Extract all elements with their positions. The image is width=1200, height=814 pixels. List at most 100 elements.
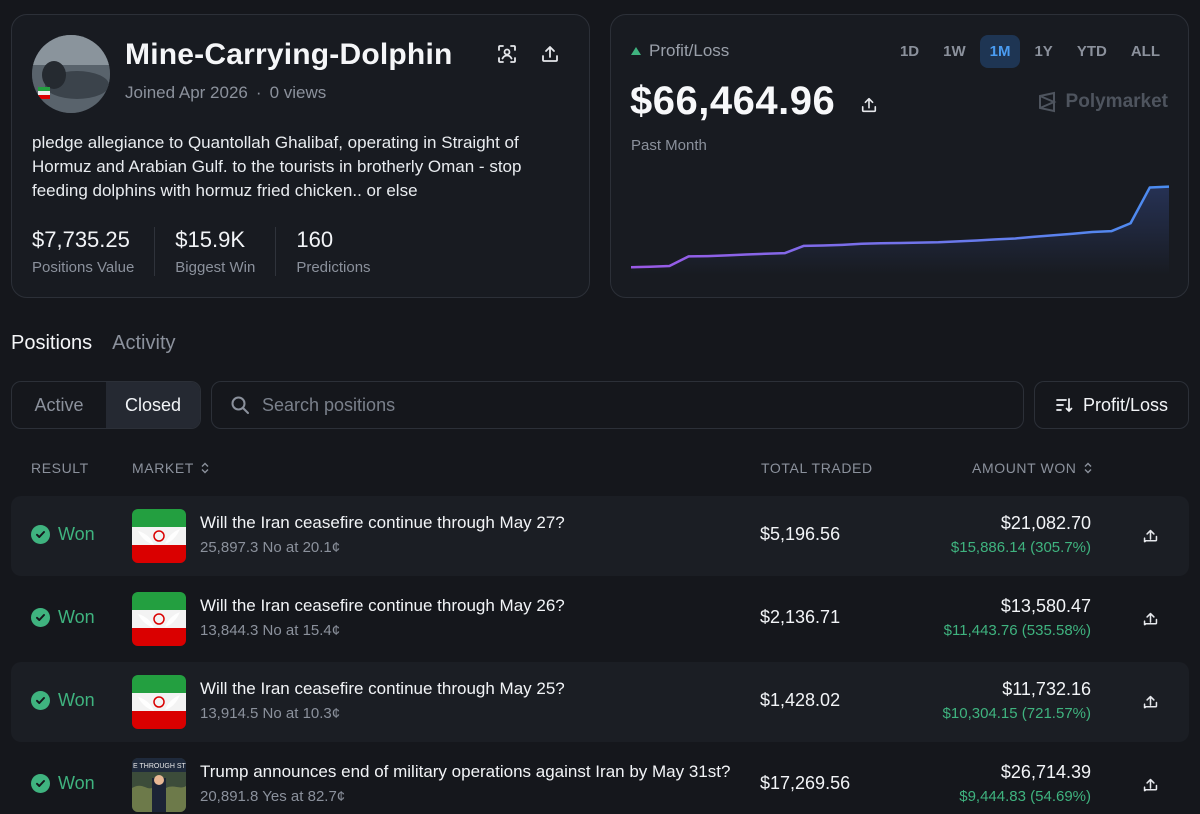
header-market[interactable]: MARKET bbox=[132, 460, 210, 476]
avatar[interactable] bbox=[32, 35, 110, 113]
chart-period: Past Month bbox=[631, 137, 707, 154]
result-label: Won bbox=[58, 524, 95, 544]
share-icon[interactable] bbox=[1134, 686, 1166, 718]
closed-filter-button[interactable]: Closed bbox=[106, 382, 200, 428]
result-label: Won bbox=[58, 690, 95, 710]
range-1y[interactable]: 1Y bbox=[1034, 43, 1053, 60]
profile-name: Mine-Carrying-Dolphin bbox=[125, 38, 453, 71]
range-ytd[interactable]: YTD bbox=[1076, 43, 1107, 60]
profile-bio: pledge allegiance to Quantollah Ghalibaf… bbox=[32, 133, 522, 200]
header-amount-won[interactable]: AMOUNT WON bbox=[972, 460, 1093, 476]
pnl-value: $66,464.96 bbox=[630, 79, 836, 123]
thumb-banner-text: E THROUGH STRENG bbox=[133, 763, 186, 770]
stat-value: $7,735.25 bbox=[32, 227, 130, 252]
total-traded: $1,428.02 bbox=[760, 690, 841, 710]
tab-activity[interactable]: Activity bbox=[112, 332, 176, 354]
amount-won: $21,082.70 bbox=[1000, 513, 1091, 533]
sort-updown-icon bbox=[201, 462, 209, 474]
result-badge: Won bbox=[31, 524, 95, 545]
share-icon[interactable] bbox=[1134, 769, 1166, 801]
sort-button[interactable]: Profit/Loss bbox=[1034, 381, 1189, 429]
result-badge: Won bbox=[31, 607, 95, 628]
search-input[interactable] bbox=[262, 394, 962, 416]
profit-percent: $9,444.83 (54.69%) bbox=[959, 788, 1091, 805]
check-circle-icon bbox=[31, 691, 50, 710]
check-circle-icon bbox=[31, 608, 50, 627]
profile-card: Mine-Carrying-Dolphin Joined Apr 2026 · 0 … bbox=[11, 14, 590, 298]
meta-separator: · bbox=[255, 83, 262, 102]
result-badge: Won bbox=[31, 773, 95, 794]
stat-predictions: 160 Predictions bbox=[296, 227, 390, 276]
total-traded: $5,196.56 bbox=[760, 524, 841, 544]
amount-won: $13,580.47 bbox=[1000, 596, 1091, 616]
profile-meta: Joined Apr 2026 · 0 views bbox=[125, 83, 326, 103]
table-row[interactable]: Won Will the Iran ceasefire continue thr… bbox=[11, 496, 1189, 576]
up-triangle-icon bbox=[631, 47, 641, 55]
range-1d[interactable]: 1D bbox=[899, 43, 920, 60]
position-status-toggle: Active Closed bbox=[11, 381, 201, 429]
header-amount-won-label: AMOUNT WON bbox=[972, 460, 1077, 476]
total-traded: $17,269.56 bbox=[760, 773, 851, 793]
stat-label: Predictions bbox=[296, 259, 371, 276]
profit-percent: $15,886.14 (305.7%) bbox=[950, 539, 1091, 556]
amount-won: $11,732.16 bbox=[1002, 679, 1091, 699]
pnl-label-text: Profit/Loss bbox=[649, 41, 730, 60]
market-thumbnail[interactable] bbox=[132, 509, 186, 563]
stat-label: Positions Value bbox=[32, 259, 135, 276]
stat-label: Biggest Win bbox=[175, 259, 256, 276]
time-range-selector: 1D 1W 1M 1Y YTD ALL bbox=[890, 35, 1170, 68]
share-icon[interactable] bbox=[1134, 603, 1166, 635]
result-label: Won bbox=[58, 607, 95, 627]
header-total-traded-label: TOTAL TRADED bbox=[761, 460, 873, 476]
tab-positions[interactable]: Positions bbox=[11, 332, 93, 354]
scan-profile-icon[interactable] bbox=[491, 38, 523, 70]
search-box bbox=[211, 381, 1024, 429]
market-thumbnail[interactable] bbox=[132, 592, 186, 646]
table-row[interactable]: Won E THROUGH STRENG Trump announces end… bbox=[11, 745, 1189, 814]
profile-stats: $7,735.25 Positions Value $15.9K Biggest… bbox=[32, 227, 411, 276]
active-filter-button[interactable]: Active bbox=[34, 394, 84, 415]
stat-value: $15.9K bbox=[175, 227, 246, 252]
market-title[interactable]: Trump announces end of military operatio… bbox=[200, 762, 731, 781]
market-title[interactable]: Will the Iran ceasefire continue through… bbox=[200, 513, 565, 532]
header-result-label: RESULT bbox=[31, 460, 89, 476]
table-row[interactable]: Won Will the Iran ceasefire continue thr… bbox=[11, 662, 1189, 742]
range-all[interactable]: ALL bbox=[1130, 43, 1160, 60]
share-pnl-icon[interactable] bbox=[853, 89, 885, 121]
result-label: Won bbox=[58, 773, 95, 793]
pnl-area bbox=[631, 186, 1169, 275]
range-1w[interactable]: 1W bbox=[943, 43, 966, 60]
position-detail: 25,897.3 No at 20.1¢ bbox=[200, 539, 341, 556]
stat-biggest-win: $15.9K Biggest Win bbox=[175, 227, 277, 276]
market-title[interactable]: Will the Iran ceasefire continue through… bbox=[200, 679, 565, 698]
position-detail: 13,914.5 No at 10.3¢ bbox=[200, 705, 341, 722]
position-detail: 13,844.3 No at 15.4¢ bbox=[200, 622, 341, 639]
result-badge: Won bbox=[31, 690, 95, 711]
share-icon[interactable] bbox=[1134, 520, 1166, 552]
pnl-line bbox=[631, 185, 1170, 269]
search-icon bbox=[231, 396, 249, 414]
profit-percent: $11,443.76 (535.58%) bbox=[943, 622, 1091, 639]
joined-date: Joined Apr 2026 bbox=[125, 83, 248, 102]
header-market-label: MARKET bbox=[132, 460, 194, 476]
market-thumbnail[interactable] bbox=[132, 675, 186, 729]
share-icon[interactable] bbox=[534, 38, 566, 70]
stat-positions-value: $7,735.25 Positions Value bbox=[32, 227, 156, 276]
sort-label: Profit/Loss bbox=[1082, 394, 1169, 415]
polymarket-logo: Polymarket bbox=[1036, 91, 1168, 113]
profit-loss-card: Profit/Loss 1D 1W 1M 1Y YTD ALL $66,464.96 Po… bbox=[610, 14, 1189, 298]
brand-name: Polymarket bbox=[1065, 91, 1168, 112]
header-result: RESULT bbox=[31, 460, 89, 476]
profit-percent: $10,304.15 (721.57%) bbox=[942, 705, 1091, 722]
pnl-chart[interactable] bbox=[631, 175, 1171, 275]
stat-value: 160 bbox=[296, 227, 334, 252]
market-thumbnail[interactable]: E THROUGH STRENG bbox=[132, 758, 186, 812]
view-count: 0 views bbox=[269, 83, 327, 102]
sort-icon bbox=[1056, 398, 1073, 413]
polymarket-icon bbox=[1038, 91, 1057, 113]
market-title[interactable]: Will the Iran ceasefire continue through… bbox=[200, 596, 565, 615]
table-row[interactable]: Won Will the Iran ceasefire continue thr… bbox=[11, 579, 1189, 659]
position-detail: 20,891.8 Yes at 82.7¢ bbox=[200, 788, 346, 805]
amount-won: $26,714.39 bbox=[1000, 762, 1091, 782]
range-1m[interactable]: 1M bbox=[979, 35, 1021, 68]
